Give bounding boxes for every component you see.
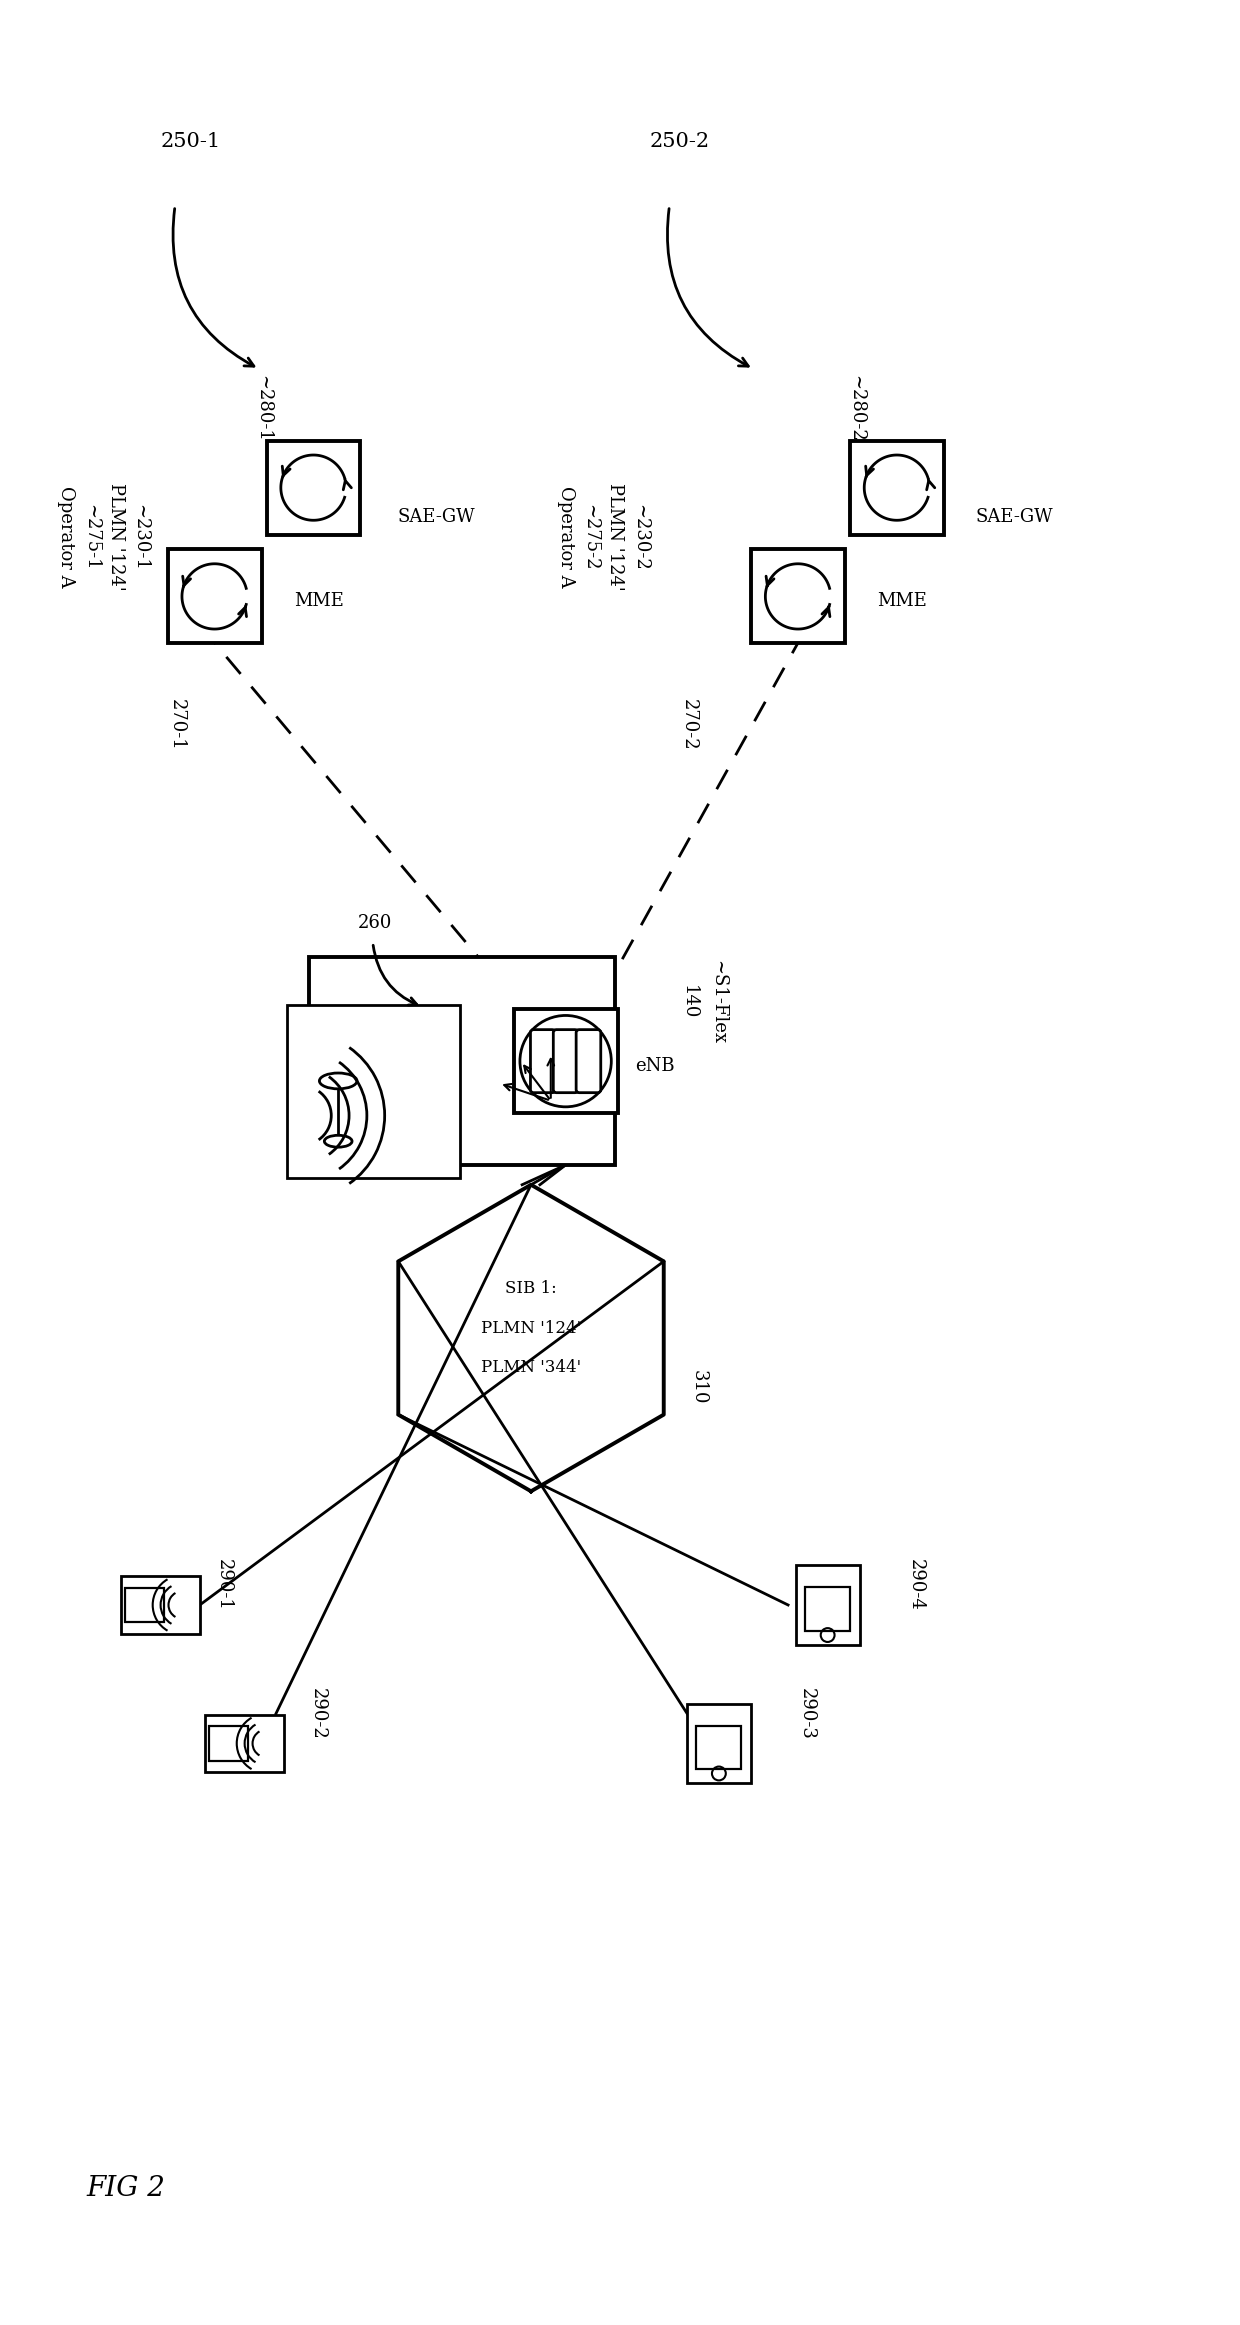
- Text: FIG 2: FIG 2: [86, 2174, 165, 2202]
- Text: 140: 140: [680, 983, 697, 1018]
- Text: 270-2: 270-2: [680, 700, 697, 751]
- FancyBboxPatch shape: [553, 1030, 578, 1093]
- Bar: [124, 1588, 164, 1623]
- Bar: [120, 1576, 200, 1634]
- Bar: [286, 1004, 460, 1179]
- Text: ~230-2: ~230-2: [631, 505, 649, 570]
- Text: PLMN '124': PLMN '124': [606, 484, 624, 591]
- Text: 260: 260: [358, 914, 392, 932]
- Bar: [697, 1725, 742, 1769]
- Text: 290-4: 290-4: [906, 1560, 925, 1611]
- Ellipse shape: [320, 1074, 357, 1088]
- Text: ~280-2: ~280-2: [847, 374, 866, 442]
- Text: ~275-2: ~275-2: [582, 505, 599, 570]
- Text: PLMN '344': PLMN '344': [481, 1360, 582, 1376]
- Bar: [751, 549, 844, 644]
- Text: ~S1-Flex: ~S1-Flex: [709, 960, 727, 1044]
- Text: eNB: eNB: [635, 1058, 675, 1074]
- Text: ~280-1: ~280-1: [254, 374, 272, 442]
- Bar: [513, 1009, 618, 1114]
- Text: ~275-1: ~275-1: [82, 505, 100, 570]
- Bar: [205, 1716, 284, 1772]
- Text: 290-3: 290-3: [799, 1688, 816, 1739]
- Bar: [208, 1725, 248, 1760]
- Bar: [687, 1704, 751, 1783]
- Text: SIB 1:: SIB 1:: [505, 1281, 557, 1297]
- Ellipse shape: [325, 1135, 352, 1146]
- Text: MME: MME: [877, 593, 928, 611]
- Text: 250-2: 250-2: [650, 133, 709, 151]
- Bar: [849, 442, 944, 535]
- Bar: [796, 1565, 859, 1644]
- Text: Operator A: Operator A: [557, 486, 574, 588]
- FancyBboxPatch shape: [577, 1030, 600, 1093]
- Text: SAE-GW: SAE-GW: [976, 509, 1054, 525]
- Bar: [167, 549, 262, 644]
- FancyBboxPatch shape: [531, 1030, 556, 1093]
- Text: 270-1: 270-1: [169, 700, 186, 751]
- Text: SAE-GW: SAE-GW: [398, 509, 475, 525]
- Text: 290-2: 290-2: [309, 1688, 326, 1739]
- Text: 310: 310: [689, 1369, 707, 1404]
- Text: 290-1: 290-1: [215, 1560, 233, 1611]
- Text: ~230-1: ~230-1: [131, 505, 150, 570]
- Text: Operator A: Operator A: [57, 486, 76, 588]
- Bar: [267, 442, 361, 535]
- Bar: [309, 958, 615, 1165]
- Text: MME: MME: [294, 593, 343, 611]
- Text: 250-1: 250-1: [160, 133, 221, 151]
- Text: PLMN '124': PLMN '124': [107, 484, 125, 591]
- Text: PLMN '124': PLMN '124': [481, 1321, 582, 1337]
- Bar: [805, 1588, 851, 1630]
